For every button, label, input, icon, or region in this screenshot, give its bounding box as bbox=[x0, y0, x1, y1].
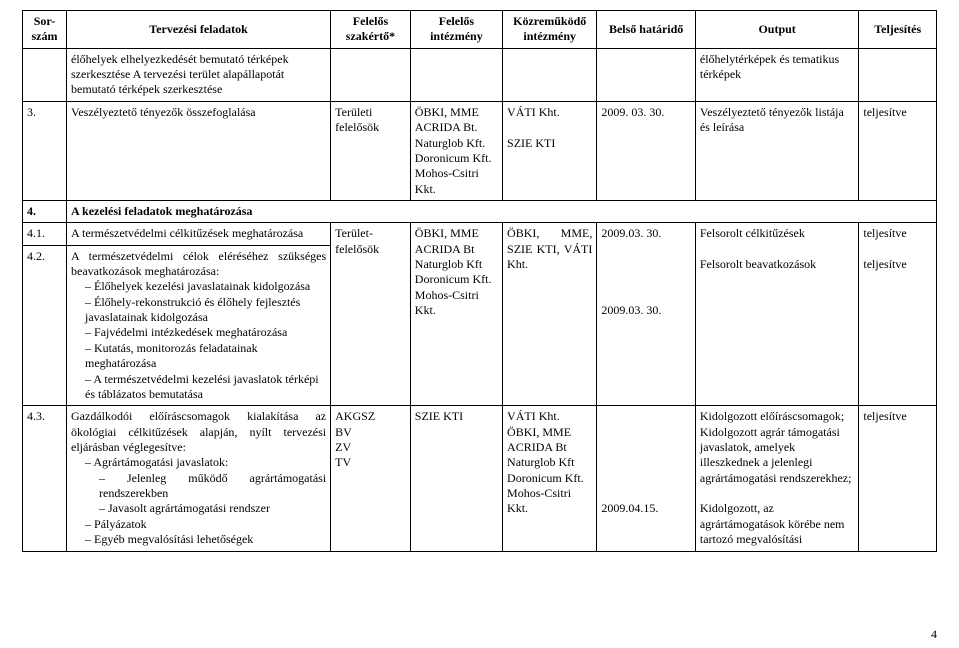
row-3: 3. Veszélyeztető tényezők összefoglalása… bbox=[23, 101, 937, 200]
cell-num: 3. bbox=[23, 101, 67, 200]
cell-deadline: 2009. 03. 30. bbox=[597, 101, 696, 200]
cell-status: teljesítve bbox=[859, 406, 937, 551]
cell-task: A természetvédelmi célok eléréséhez szük… bbox=[67, 245, 331, 406]
cell-task: A természetvédelmi célkitűzések meghatár… bbox=[67, 223, 331, 245]
cell-output: élőhelytérképek és tematikus térképek bbox=[695, 48, 859, 101]
header-row: Sor-szám Tervezési feladatok Felelős sza… bbox=[23, 11, 937, 49]
cell-expert: Terület-felelősök bbox=[331, 223, 411, 406]
cell-task: Gazdálkodói előíráscsomagok kialakítása … bbox=[67, 406, 331, 551]
col-szakerto: Felelős szakértő* bbox=[331, 11, 411, 49]
section-4: 4. A kezelési feladatok meghatározása bbox=[23, 200, 937, 222]
cell-deadline: 2009.04.15. bbox=[597, 406, 696, 551]
cell-inst: ÖBKI, MME ACRIDA Bt Naturglob Kft Doroni… bbox=[410, 223, 502, 406]
cell-deadline: 2009.03. 30. 2009.03. 30. bbox=[597, 223, 696, 406]
cell-empty bbox=[23, 48, 67, 101]
cell-inst: SZIE KTI bbox=[410, 406, 502, 551]
row-43: 4.3. Gazdálkodói előíráscsomagok kialakí… bbox=[23, 406, 937, 551]
cell-coop: ÖBKI, MME, SZIE KTI, VÁTI Kht. bbox=[503, 223, 597, 406]
row-cont: élőhelyek elhelyezkedését bemutató térké… bbox=[23, 48, 937, 101]
cell-inst: ÖBKI, MME ACRIDA Bt. Naturglob Kft. Doro… bbox=[410, 101, 502, 200]
cell-expert: Területi felelősök bbox=[331, 101, 411, 200]
data-table: Sor-szám Tervezési feladatok Felelős sza… bbox=[22, 10, 937, 552]
cell-empty bbox=[503, 48, 597, 101]
cell-status: teljesítve teljesítve bbox=[859, 223, 937, 406]
col-kozremukodo: Közreműködő intézmény bbox=[503, 11, 597, 49]
col-hatarido: Belső határidő bbox=[597, 11, 696, 49]
cell-num: 4.1. bbox=[23, 223, 67, 245]
col-teljesites: Teljesítés bbox=[859, 11, 937, 49]
cell-num: 4.3. bbox=[23, 406, 67, 551]
page-number: 4 bbox=[931, 627, 937, 642]
cell-status: teljesítve bbox=[859, 101, 937, 200]
col-output: Output bbox=[695, 11, 859, 49]
cell-empty bbox=[859, 48, 937, 101]
cell-task: élőhelyek elhelyezkedését bemutató térké… bbox=[67, 48, 331, 101]
col-intezmeny: Felelős intézmény bbox=[410, 11, 502, 49]
col-feladatok: Tervezési feladatok bbox=[67, 11, 331, 49]
cell-empty bbox=[410, 48, 502, 101]
cell-output: Felsorolt célkitűzések Felsorolt beavatk… bbox=[695, 223, 859, 406]
cell-output: Kidolgozott előíráscsomagok; Kidolgozott… bbox=[695, 406, 859, 551]
cell-coop: VÁTI Kht. ÖBKI, MME ACRIDA Bt Naturglob … bbox=[503, 406, 597, 551]
row-41: 4.1. A természetvédelmi célkitűzések meg… bbox=[23, 223, 937, 245]
cell-num: 4.2. bbox=[23, 245, 67, 406]
cell-empty bbox=[331, 48, 411, 101]
col-sorszam: Sor-szám bbox=[23, 11, 67, 49]
section-num: 4. bbox=[23, 200, 67, 222]
cell-coop: VÁTI Kht. SZIE KTI bbox=[503, 101, 597, 200]
cell-output: Veszélyeztető tényezők listája és leírás… bbox=[695, 101, 859, 200]
cell-empty bbox=[597, 48, 696, 101]
cell-expert: AKGSZ BV ZV TV bbox=[331, 406, 411, 551]
cell-task: Veszélyeztető tényezők összefoglalása bbox=[67, 101, 331, 200]
section-title: A kezelési feladatok meghatározása bbox=[67, 200, 937, 222]
